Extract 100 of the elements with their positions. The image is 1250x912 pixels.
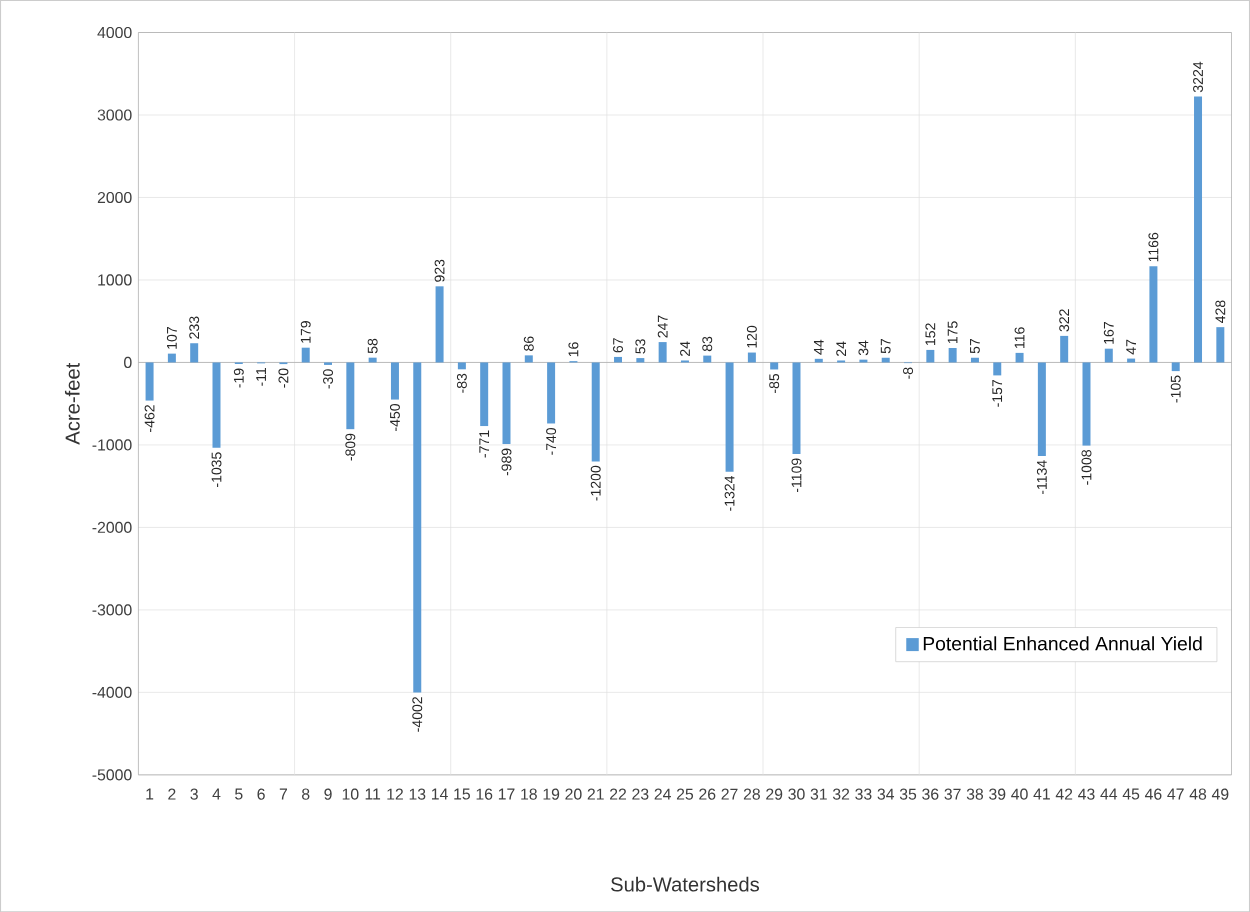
data-label: -20 <box>278 368 289 388</box>
x-tick-label: 11 <box>365 788 381 800</box>
x-tick-label: 36 <box>922 788 939 800</box>
bar <box>770 362 779 370</box>
data-label: -1109 <box>791 458 802 492</box>
x-tick-label: 13 <box>409 788 426 800</box>
x-tick-label: 47 <box>1167 788 1184 800</box>
y-tick-label: 4000 <box>97 26 132 38</box>
data-label: -19 <box>233 368 244 388</box>
bar <box>301 347 310 363</box>
x-tick-label: 15 <box>454 788 470 800</box>
x-tick-label: 23 <box>632 788 649 800</box>
x-tick-label: 12 <box>387 788 403 800</box>
x-tick-label: 9 <box>324 788 332 800</box>
x-tick-label: 45 <box>1122 788 1140 800</box>
y-tick-label: -1000 <box>92 439 132 451</box>
data-label: 44 <box>813 339 824 355</box>
bar <box>145 362 154 401</box>
data-label: 116 <box>1014 327 1025 348</box>
x-tick-label: 21 <box>587 788 604 800</box>
bar <box>747 352 756 363</box>
x-tick-label: 41 <box>1033 788 1050 800</box>
data-label: 247 <box>657 315 668 338</box>
bar <box>926 349 935 363</box>
y-tick-label: -4000 <box>92 686 132 698</box>
y-tick-label: -3000 <box>92 604 132 616</box>
bar <box>1015 352 1024 363</box>
x-tick-label: 30 <box>788 788 805 800</box>
data-label: 233 <box>189 316 200 339</box>
x-tick-label: 4 <box>212 788 221 800</box>
data-label: -11 <box>256 367 266 386</box>
bar <box>614 356 623 363</box>
bar <box>502 362 511 444</box>
x-tick-label: 24 <box>654 788 671 800</box>
y-tick-label: -5000 <box>92 769 132 781</box>
x-tick-label: 37 <box>944 788 961 800</box>
data-label: 67 <box>613 338 623 353</box>
data-label: 53 <box>635 339 646 354</box>
bar <box>792 362 801 454</box>
bar <box>1194 96 1203 363</box>
x-tick-label: 6 <box>257 788 265 800</box>
bar <box>1037 362 1046 456</box>
bar <box>212 362 221 448</box>
bar <box>190 343 199 363</box>
data-label: -1200 <box>590 465 601 501</box>
bar <box>1082 362 1091 446</box>
x-tick-label: 14 <box>431 788 448 800</box>
x-tick-label: 17 <box>498 788 515 800</box>
data-label: 923 <box>434 259 445 282</box>
x-tick-label: 35 <box>899 788 917 800</box>
data-label: 175 <box>947 321 958 343</box>
x-tick-label: 29 <box>766 788 783 800</box>
data-label: 34 <box>858 340 869 356</box>
x-tick-label: 25 <box>676 788 694 800</box>
bar <box>658 341 667 363</box>
data-label: 167 <box>1103 321 1114 344</box>
bar <box>636 357 645 363</box>
data-label: 57 <box>880 338 891 354</box>
data-label: 107 <box>166 326 177 349</box>
y-tick-label: 1000 <box>98 274 132 286</box>
legend-label: Potential Enhanced Annual Yield <box>923 636 1202 651</box>
data-label: 1166 <box>1148 232 1159 262</box>
bar <box>524 355 533 363</box>
data-label: 16 <box>568 342 579 357</box>
data-label: -1008 <box>1081 449 1092 485</box>
x-tick-label: 46 <box>1144 788 1162 800</box>
x-tick-label: 40 <box>1011 788 1028 800</box>
data-label: -1035 <box>211 452 222 487</box>
y-tick-label: 0 <box>124 356 132 368</box>
x-tick-label: 20 <box>565 788 582 800</box>
data-label: 120 <box>746 325 757 348</box>
bar <box>413 362 422 693</box>
x-tick-label: 27 <box>721 788 738 800</box>
bar <box>993 362 1002 376</box>
bar <box>591 362 600 462</box>
data-label: -1134 <box>1036 460 1047 494</box>
data-label: -85 <box>769 373 780 393</box>
x-tick-label: 33 <box>855 788 872 800</box>
x-tick-label: 44 <box>1100 788 1118 800</box>
data-label: 57 <box>970 338 980 354</box>
x-tick-label: 34 <box>877 788 895 800</box>
data-label: 47 <box>1126 339 1136 355</box>
data-label: -8 <box>903 367 913 379</box>
data-label: -809 <box>345 433 356 461</box>
y-tick-label: 3000 <box>97 109 132 121</box>
data-label: 24 <box>680 341 690 356</box>
x-tick-label: 8 <box>302 788 310 800</box>
x-tick-label: 49 <box>1211 788 1229 800</box>
y-tick-label: -2000 <box>92 521 132 533</box>
bar <box>457 362 466 370</box>
data-label: 83 <box>702 336 713 351</box>
bar <box>324 362 333 365</box>
x-tick-label: 7 <box>279 788 288 800</box>
bar <box>948 347 957 363</box>
bar <box>1216 327 1225 363</box>
data-label: 3224 <box>1193 61 1203 92</box>
data-label: 58 <box>367 338 378 354</box>
data-label: 24 <box>836 341 847 356</box>
y-tick-label: 2000 <box>97 191 132 203</box>
bar <box>725 362 734 472</box>
